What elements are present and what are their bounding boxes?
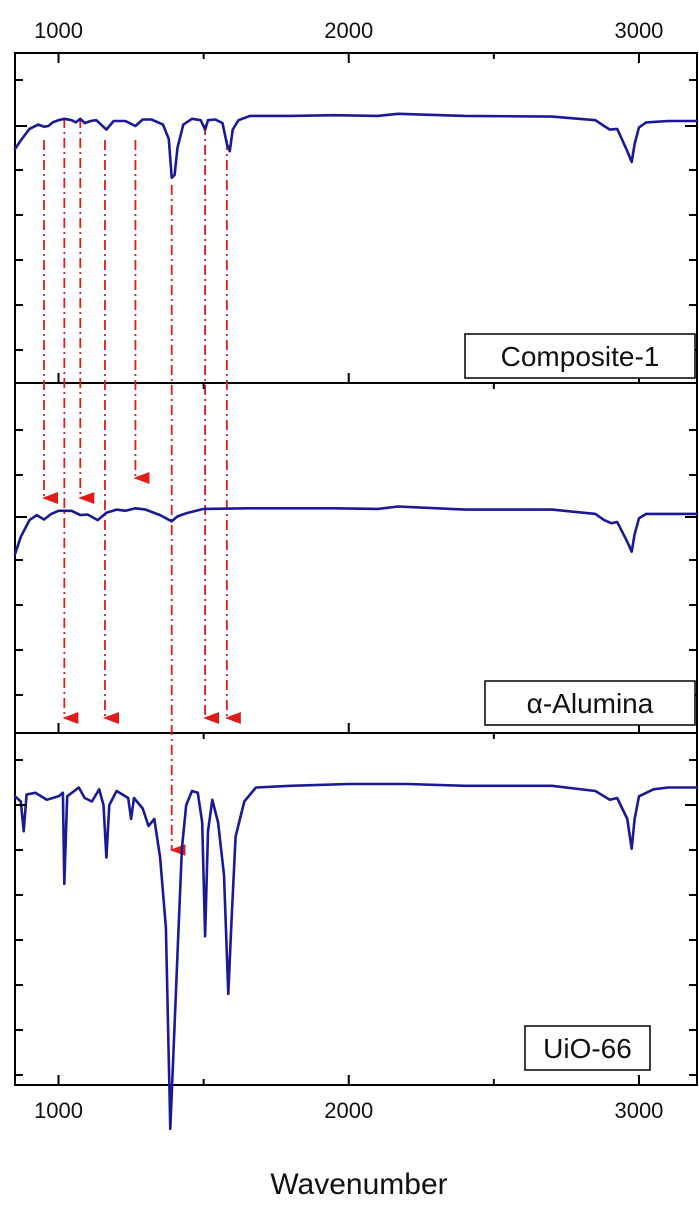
x-bottom-tick-label: 2000: [324, 1098, 373, 1123]
panel-label-2: α-Alumina: [527, 688, 654, 719]
tick-layer: 1000 1000 2000 2000 3000 3000: [15, 18, 697, 1123]
panel-label-box-3: [524, 1025, 651, 1071]
x-top-tick-label: 2000: [324, 18, 373, 43]
plot-frame: [14, 52, 698, 1086]
panel-label-3: UiO-66: [543, 1033, 632, 1064]
guide-layer: [42, 118, 241, 856]
x-axis-title: Wavenumber: [270, 1168, 447, 1201]
label-layer: Composite-1 α-Alumina UiO-66: [464, 333, 696, 1071]
spectrum-line-3: [13, 782, 699, 1131]
x-top-tick-label: 3000: [614, 18, 663, 43]
x-bottom-tick-label: 3000: [614, 1098, 663, 1123]
panel-label-box-1: [464, 333, 696, 379]
x-bottom-tick-label: 1000: [34, 1098, 83, 1123]
spectrum-line-2: [13, 505, 699, 556]
panel-label-box-2: [484, 680, 696, 726]
x-top-tick-label: 1000: [34, 18, 83, 43]
panel-label-1: Composite-1: [501, 341, 660, 372]
spectra-layer: [13, 112, 699, 1131]
plot-frame-layer: [14, 52, 698, 1086]
spectrum-line-1: [13, 112, 699, 180]
